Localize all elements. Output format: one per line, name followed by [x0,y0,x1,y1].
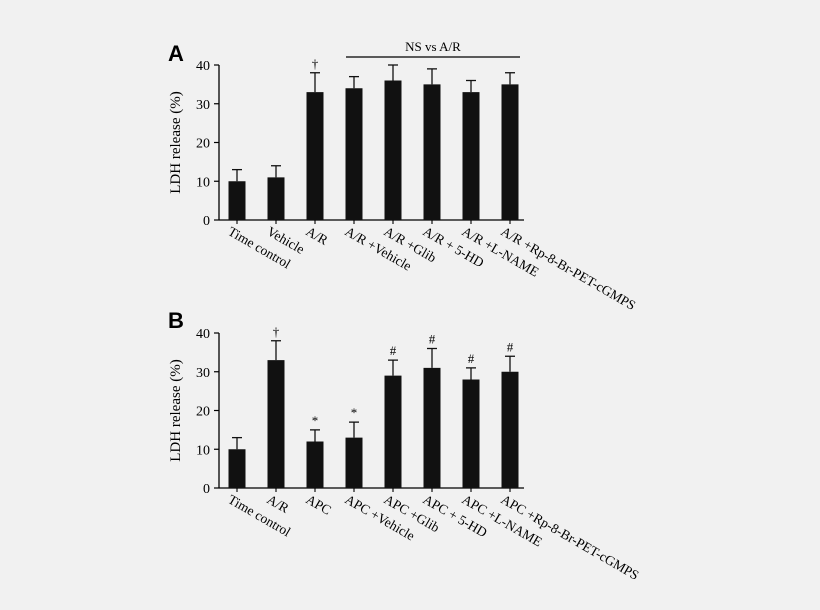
bracket-label: NS vs A/R [405,39,461,54]
significance-marker: # [390,343,397,358]
y-tick-label: 30 [196,366,210,381]
bar-1 [228,449,246,488]
y-tick-label: 10 [196,175,210,190]
bar-3 [306,441,324,488]
bar-7 [462,92,480,220]
y-tick-label: 20 [196,137,210,152]
bar-6 [423,84,441,220]
y-tick-label: 20 [196,405,210,420]
panel-letter: B [168,308,184,333]
significance-marker: * [351,405,358,420]
bar-2 [267,360,285,488]
significance-marker: * [312,413,319,428]
significance-marker: # [507,339,514,354]
bar-3 [306,92,324,220]
y-tick-label: 40 [196,327,210,342]
bar-4 [345,88,363,220]
bar-1 [228,181,246,220]
y-tick-label: 40 [196,59,210,74]
significance-marker: † [312,56,319,71]
category-label: A/R [304,224,331,248]
bar-4 [345,437,363,488]
bar-2 [267,177,285,220]
significance-marker: † [273,324,280,339]
y-tick-label: 30 [196,98,210,113]
y-tick-label: 10 [196,443,210,458]
significance-marker: # [468,351,475,366]
significance-marker: # [429,332,436,347]
y-tick-label: 0 [203,482,210,497]
y-tick-label: 0 [203,214,210,229]
bar-6 [423,367,441,488]
category-label: APC [304,492,334,518]
y-axis-label: LDH release (%) [168,91,184,193]
bar-8 [501,371,519,488]
bar-7 [462,379,480,488]
panel-letter: A [168,41,184,66]
bar-8 [501,84,519,220]
y-axis-label: LDH release (%) [168,359,184,461]
bar-5 [384,375,402,488]
bar-5 [384,80,402,220]
